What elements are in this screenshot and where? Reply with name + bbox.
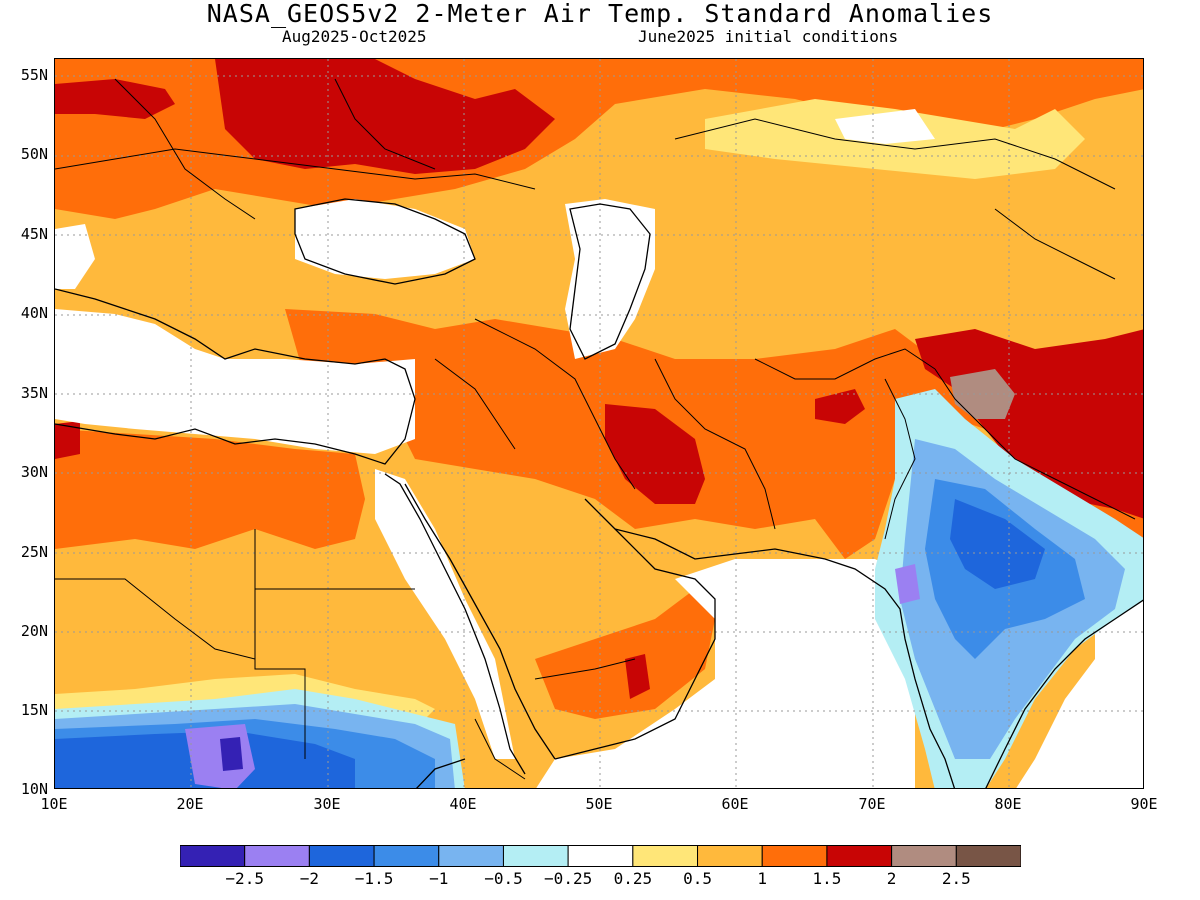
color-scale-label: 0.25 [613,869,653,888]
anomaly-purple-sudan [185,724,255,788]
lon-label: 60E [721,795,749,813]
anomaly-indigo-sudan [220,737,243,771]
anomaly-red-iran [605,404,705,504]
chart-title: NASA_GEOS5v2 2-Meter Air Temp. Standard … [206,0,994,28]
anomaly-red-eastern-europe [215,59,555,174]
neutral-arabian-sea [536,559,915,788]
neutral-black-sea [295,199,475,279]
coastlines [55,198,1143,788]
lat-label: 50N [20,145,48,163]
lon-label: 90E [1130,795,1158,813]
anomaly-orange-africa [55,429,365,549]
color-scale-swatch [502,845,569,867]
lat-label: 45N [20,225,48,243]
anomaly-map-svg [55,59,1143,788]
graticule [55,59,1143,788]
color-scale-swatch [244,845,310,867]
lat-label: 15N [20,701,48,719]
color-scale-swatch [308,845,375,867]
color-scale-label: −2 [299,869,319,888]
lat-label: 35N [20,384,48,402]
color-scale-swatch [373,845,440,867]
lon-label: 70E [858,795,886,813]
color-scale-swatch [438,845,504,867]
color-scale-label: −1 [429,869,449,888]
forecast-period: Aug2025-Oct2025 [282,27,427,46]
neutral-caspian [565,199,655,359]
anomaly-brown-himalaya [950,369,1015,419]
anomaly-red-afghanistan [815,389,865,424]
color-scale-swatch [826,845,893,867]
color-scale-label: 2.5 [941,869,971,888]
color-scale-label: 2 [886,869,897,888]
color-scale-swatch [955,845,1021,867]
lat-label: 30N [20,463,48,481]
color-scale-label: 1.5 [812,869,842,888]
lat-label: 25N [20,543,48,561]
anomaly-deep-blue-india [950,499,1045,589]
lat-label: 20N [20,622,48,640]
color-scale-swatch [761,845,828,867]
color-scale-label: −0.5 [484,869,523,888]
lon-label: 80E [994,795,1022,813]
lon-label: 30E [313,795,341,813]
color-scale-swatch [891,845,957,867]
color-scale-label: −2.5 [225,869,264,888]
color-scale-bar [180,845,1021,867]
anomaly-orange-arabia-south [535,589,715,719]
anomaly-purple-gujarat [895,564,920,604]
lon-label: 40E [449,795,477,813]
color-scale-swatch [697,845,763,867]
neutral-mediterranean [55,309,415,454]
lat-label: 40N [20,304,48,322]
color-scale-label: 0.5 [683,869,712,888]
neutral-bay-of-bengal [1016,589,1143,788]
lat-label: 10N [20,780,48,798]
neutral-balkans-west [55,224,95,289]
anomaly-map [54,58,1144,789]
color-scale-label: −0.25 [544,869,593,888]
country-borders [55,78,1136,780]
color-scale-label: 1 [757,869,768,888]
lat-label: 55N [20,66,48,84]
color-scale-label: −1.5 [354,869,394,888]
color-scale-swatch [567,845,634,867]
color-scale-swatch [180,845,246,867]
lon-label: 10E [40,795,68,813]
initial-conditions: June2025 initial conditions [638,27,899,46]
lon-label: 50E [585,795,613,813]
neutral-red-sea [375,469,515,759]
anomaly-red-north-africa [55,421,80,459]
color-scale-swatch [632,845,699,867]
anomaly-red-oman [625,654,650,699]
lon-label: 20E [176,795,204,813]
neutral-kazakh-patch [835,109,935,144]
